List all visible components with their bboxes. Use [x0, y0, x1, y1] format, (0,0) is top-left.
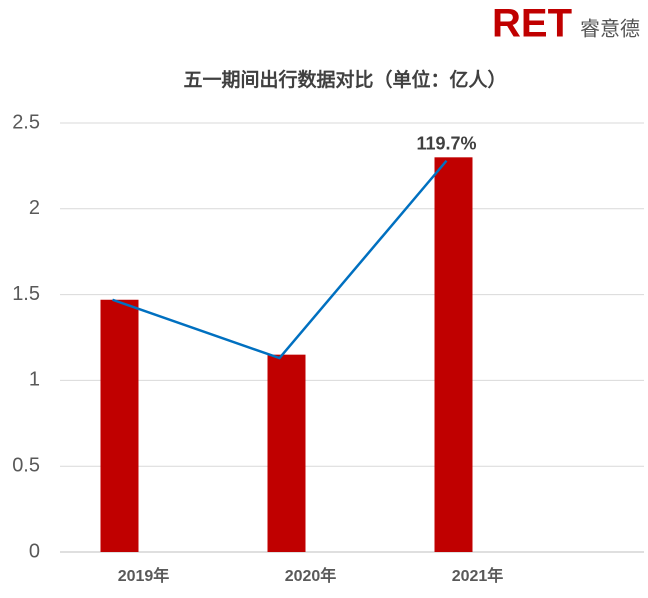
x-tick-label: 2021年	[452, 566, 504, 585]
bar	[100, 299, 139, 552]
x-tick-label: 2019年	[118, 566, 170, 585]
y-tick-label: 2	[29, 197, 40, 219]
y-tick-label: 1	[29, 369, 40, 391]
chart-title: 五一期间出行数据对比（单位：亿人）	[183, 68, 506, 91]
y-tick-label: 1.5	[12, 283, 40, 305]
y-tick-label: 0.5	[12, 454, 40, 476]
y-tick-label: 2.5	[12, 111, 40, 133]
logo-name: 睿意德	[580, 17, 640, 40]
y-tick-label: 0	[29, 540, 40, 562]
line	[112, 159, 448, 360]
bar	[267, 354, 306, 552]
logo-brand: RET	[492, 2, 572, 46]
x-tick-label: 2020年	[285, 566, 337, 585]
annotation: 119.7%	[416, 134, 476, 154]
bar	[434, 157, 473, 552]
